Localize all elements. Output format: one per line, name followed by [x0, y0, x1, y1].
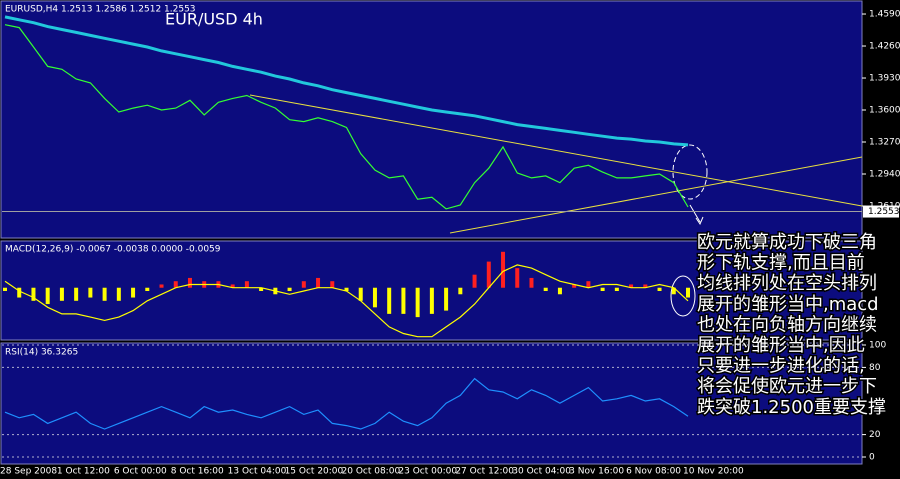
bar — [557, 287, 562, 295]
bar — [657, 287, 662, 291]
bar — [287, 287, 292, 291]
bar — [429, 287, 434, 314]
y-tick-label: 1.4260 — [869, 42, 900, 52]
y-tick-label: 1.2940 — [869, 170, 900, 180]
bar — [102, 287, 107, 301]
annotation: 也处在向负轴方向继续 — [697, 314, 877, 335]
bar — [629, 284, 634, 288]
bar — [3, 287, 7, 291]
y-tick-label: 20 — [869, 430, 881, 440]
bar — [187, 277, 192, 288]
bar — [131, 287, 136, 298]
y-tick-label: 1.4590 — [869, 10, 900, 20]
bar — [515, 268, 520, 288]
price-box — [863, 205, 899, 218]
bar — [472, 274, 477, 288]
annotation: 均线排列处在空头排列 — [697, 273, 877, 294]
bar — [358, 287, 363, 301]
bar — [572, 284, 577, 288]
annotation: 展开的雏形当中,macd — [697, 294, 879, 315]
highlight-circle — [670, 275, 696, 317]
bar — [301, 281, 306, 288]
bar — [116, 287, 121, 301]
bar — [316, 277, 321, 288]
rsi-title: RSI(14) 36.3265 — [5, 348, 78, 358]
annotation: 跌突破1.2500重要支撑 — [697, 397, 886, 418]
bar — [401, 287, 406, 314]
bar — [330, 281, 335, 288]
trend-line — [449, 156, 863, 234]
bar — [173, 281, 178, 288]
symbol-info: EURUSD,H4 1.2513 1.2586 1.2512 1.2553 — [5, 5, 196, 15]
x-tick-label: 3 Nov 16:00 — [569, 467, 624, 477]
x-tick-label: 20 Oct 08:00 — [342, 467, 401, 477]
bar — [529, 277, 534, 288]
annotation: 只要进一步进化的话, — [697, 356, 865, 377]
arrow — [689, 204, 704, 226]
highlight-circle — [672, 144, 708, 200]
y-tick-label: 1.3930 — [869, 74, 900, 84]
line-series — [4, 377, 689, 430]
x-tick-label: 30 Oct 04:00 — [512, 467, 571, 477]
price-panel — [0, 0, 863, 239]
bar — [387, 287, 392, 314]
bar — [415, 287, 420, 318]
bar — [145, 287, 150, 291]
annotation: 形下轨支撑,而且目前 — [697, 253, 865, 274]
x-tick-label: 6 Nov 08:00 — [626, 467, 681, 477]
bar — [74, 287, 79, 301]
macd-title: MACD(12,26,9) -0.0067 -0.0038 0.0000 -0.… — [5, 245, 221, 255]
bar — [159, 284, 164, 288]
bar — [458, 287, 463, 295]
bar — [59, 287, 64, 301]
trend-line — [249, 94, 863, 207]
bar — [671, 287, 676, 295]
bar — [17, 287, 22, 298]
bar — [230, 284, 235, 288]
annotation: 将会促使欧元进一步下 — [697, 376, 877, 397]
chart-title: EUR/USD 4h — [165, 10, 263, 29]
price-label: 1.2553 — [868, 207, 900, 217]
rsi-panel — [0, 342, 863, 465]
bar — [501, 251, 506, 288]
bar — [600, 287, 605, 291]
x-tick-label: 23 Oct 00:00 — [398, 467, 457, 477]
x-tick-label: 1 Oct 12:00 — [57, 467, 110, 477]
bar — [344, 287, 349, 291]
bar — [372, 287, 377, 308]
bar — [45, 287, 50, 305]
x-tick-label: 15 Oct 20:00 — [285, 467, 344, 477]
bar — [586, 281, 591, 288]
y-tick-label: 1.3600 — [869, 106, 900, 116]
bar — [686, 287, 690, 298]
bar — [614, 287, 619, 291]
line-series — [4, 15, 689, 147]
bar — [643, 284, 648, 288]
y-tick-label: 0 — [869, 453, 875, 463]
bar — [244, 281, 249, 288]
x-tick-label: 28 Sep 2008 — [0, 467, 57, 477]
y-tick-label: 80 — [869, 363, 881, 373]
x-tick-label: 10 Nov 20:00 — [683, 467, 744, 477]
line-series — [4, 264, 689, 338]
x-tick-label: 8 Oct 16:00 — [171, 467, 224, 477]
annotation: 欧元就算成功下破三角 — [697, 232, 877, 253]
bar — [31, 287, 36, 301]
bar — [259, 287, 264, 291]
line-series — [4, 24, 689, 210]
bar — [444, 287, 449, 311]
bar — [543, 287, 548, 291]
y-tick-label: 100 — [869, 341, 886, 351]
x-tick-label: 27 Oct 12:00 — [455, 467, 514, 477]
x-tick-label: 6 Oct 00:00 — [114, 467, 167, 477]
x-tick-label: 13 Oct 04:00 — [228, 467, 287, 477]
y-tick-label: 1.3270 — [869, 138, 900, 148]
bar — [88, 287, 93, 298]
bar — [486, 261, 491, 288]
